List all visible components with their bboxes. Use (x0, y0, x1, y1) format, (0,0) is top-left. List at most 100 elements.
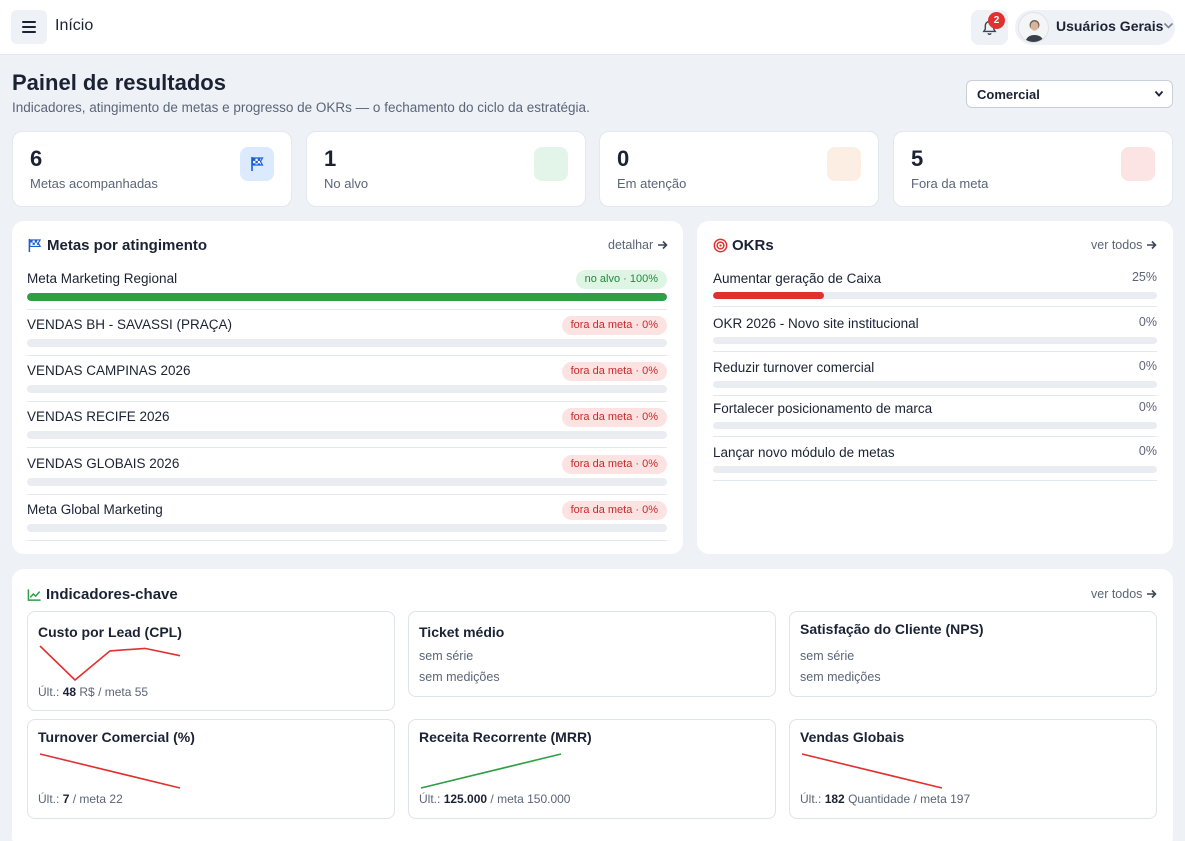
kpi-card-em-atencao: 0 Em atenção (599, 131, 879, 207)
flag-icon (240, 147, 274, 181)
goal-progress-bar (27, 431, 667, 439)
kpi-value: 5 (911, 146, 924, 171)
row-divider (713, 395, 1157, 396)
goal-status-badge: fora da meta · 0% (561, 408, 667, 427)
row-divider (27, 401, 667, 402)
indicator-no-series: sem série (800, 649, 855, 663)
kpi-value: 6 (30, 146, 43, 171)
indicator-title: Ticket médio (419, 624, 505, 640)
goal-name[interactable]: VENDAS RECIFE 2026 (27, 409, 170, 424)
goal-name[interactable]: Meta Marketing Regional (27, 271, 178, 286)
indicators-panel-title: Indicadores-chave (27, 586, 178, 603)
goal-status-badge: fora da meta · 0% (561, 362, 667, 381)
target-icon (713, 238, 728, 253)
goal-status-badge: fora da meta · 0% (561, 455, 667, 474)
okr-percent: 0% (1138, 315, 1157, 329)
indicator-last-value: Últ.: 48 R$ / meta 55 (38, 685, 149, 699)
goal-progress-bar (27, 339, 667, 347)
flag-icon (28, 238, 42, 253)
goal-status-badge: no alvo · 100% (575, 270, 667, 289)
okr-name[interactable]: OKR 2026 - Novo site institucional (713, 316, 919, 331)
line-chart-icon (27, 588, 41, 601)
okr-percent: 0% (1138, 359, 1157, 373)
okr-progress-bar (713, 292, 1157, 299)
goal-name[interactable]: VENDAS GLOBAIS 2026 (27, 456, 180, 471)
indicator-title: Custo por Lead (CPL) (38, 624, 182, 640)
indicators-view-all-link[interactable]: ver todos (1091, 587, 1158, 601)
row-divider (713, 480, 1157, 481)
page-breadcrumb: Início (55, 17, 94, 34)
row-divider (27, 355, 667, 356)
sparkline (420, 753, 562, 789)
goal-status-badge: fora da meta · 0% (561, 501, 667, 520)
goal-name[interactable]: Meta Global Marketing (27, 502, 163, 517)
goal-status-badge: fora da meta · 0% (561, 316, 667, 335)
indicator-card[interactable]: Receita Recorrente (MRR) Últ.: 125.000 / … (408, 719, 776, 819)
hamburger-icon (22, 21, 36, 33)
indicator-card[interactable]: Turnover Comercial (%) Últ.: 7 / meta 22 (27, 719, 395, 819)
okrs-panel-title: OKRs (713, 237, 774, 254)
page-title: Painel de resultados (12, 70, 226, 95)
alert-icon (827, 147, 861, 181)
okr-name[interactable]: Reduzir turnover comercial (713, 360, 875, 375)
arrow-right-icon (1147, 589, 1158, 599)
okr-name[interactable]: Lançar novo módulo de metas (713, 445, 895, 460)
indicator-card[interactable]: Vendas Globais Últ.: 182 Quantidade / met… (789, 719, 1157, 819)
goal-progress-fill (27, 293, 667, 301)
indicator-title: Receita Recorrente (MRR) (419, 729, 592, 745)
goal-progress-bar (27, 524, 667, 532)
okr-progress-bar (713, 381, 1157, 388)
kpi-label: No alvo (324, 176, 369, 191)
select-value: Comercial (977, 87, 1040, 102)
row-divider (713, 306, 1157, 307)
sparkline (39, 645, 181, 682)
indicator-no-series: sem série (419, 649, 474, 663)
okr-name[interactable]: Aumentar geração de Caixa (713, 271, 882, 286)
indicator-last-value: Últ.: 182 Quantidade / meta 197 (800, 792, 971, 806)
goals-panel-title: Metas por atingimento (27, 237, 207, 254)
notification-badge: 2 (988, 12, 1005, 29)
arrow-right-icon (1147, 240, 1158, 250)
sparkline-series (420, 753, 562, 789)
okr-name[interactable]: Fortalecer posicionamento de marca (713, 401, 933, 416)
user-name[interactable]: Usuários Gerais (1056, 18, 1164, 34)
row-divider (713, 351, 1157, 352)
row-divider (713, 436, 1157, 437)
kpi-card-no-alvo: 1 No alvo (306, 131, 586, 207)
area-filter-select[interactable]: Comercial (966, 80, 1173, 108)
sparkline-series (39, 645, 181, 682)
chevron-down-icon[interactable] (1163, 22, 1174, 30)
row-divider (27, 540, 667, 541)
indicator-title: Vendas Globais (800, 729, 905, 745)
okr-progress-bar (713, 422, 1157, 429)
goals-detail-link[interactable]: detalhar (608, 238, 668, 252)
kpi-label: Metas acompanhadas (30, 176, 158, 191)
goal-name[interactable]: VENDAS BH - SAVASSI (PRAÇA) (27, 317, 233, 332)
kpi-value: 0 (617, 146, 630, 171)
okr-progress-fill (713, 292, 824, 299)
okr-percent: 0% (1138, 400, 1157, 414)
row-divider (27, 494, 667, 495)
page-subtitle: Indicadores, atingimento de metas e prog… (12, 100, 590, 115)
okrs-view-all-link[interactable]: ver todos (1091, 238, 1158, 252)
goal-progress-bar (27, 293, 667, 301)
indicator-card[interactable]: Satisfação do Cliente (NPS) sem série sem … (789, 611, 1157, 697)
kpi-value: 1 (324, 146, 337, 171)
sparkline (39, 753, 181, 789)
indicator-card[interactable]: Ticket médio sem série sem medições (408, 611, 776, 697)
okr-percent: 25% (1131, 270, 1157, 284)
kpi-label: Fora da meta (911, 176, 989, 191)
kpi-card-metas: 6 Metas acompanhadas (12, 131, 292, 207)
goal-name[interactable]: VENDAS CAMPINAS 2026 (27, 363, 191, 378)
okr-progress-bar (713, 466, 1157, 473)
okr-percent: 0% (1138, 444, 1157, 458)
arrow-right-icon (658, 240, 668, 250)
menu-button[interactable] (11, 10, 47, 44)
sparkline-series (39, 753, 181, 789)
indicator-title: Turnover Comercial (%) (38, 729, 195, 745)
sparkline (801, 753, 943, 789)
goal-progress-bar (27, 385, 667, 393)
indicator-card[interactable]: Custo por Lead (CPL) Últ.: 48 R$ / meta 5… (27, 611, 395, 711)
goal-progress-bar (27, 478, 667, 486)
kpi-card-fora-da-meta: 5 Fora da meta (893, 131, 1173, 207)
